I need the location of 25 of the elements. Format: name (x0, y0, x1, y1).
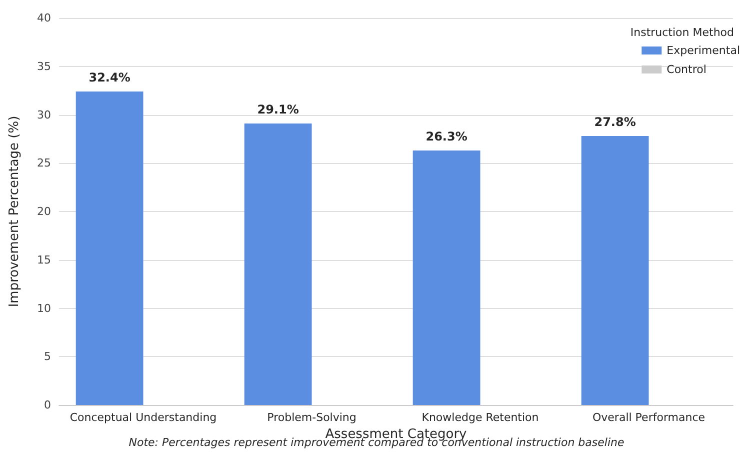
x-tick-label: Conceptual Understanding (70, 411, 217, 424)
legend-title: Instruction Method (630, 26, 734, 39)
bar (581, 136, 649, 405)
legend-label: Experimental (666, 44, 740, 57)
data-label: 29.1% (257, 102, 299, 116)
bar (412, 150, 480, 405)
legend-label: Control (666, 63, 706, 76)
y-tick-label: 25 (37, 156, 51, 170)
y-tick-label: 5 (44, 350, 51, 364)
bar (244, 123, 312, 405)
y-tick-label: 35 (37, 60, 51, 73)
bar (76, 92, 144, 405)
x-tick-label: Knowledge Retention (422, 411, 539, 424)
x-tick-label: Overall Performance (592, 411, 706, 424)
y-tick-label: 30 (37, 108, 51, 122)
y-tick-label: 10 (37, 302, 51, 315)
y-axis-title: Improvement Percentage (%) (7, 116, 22, 308)
y-tick-label: 15 (37, 253, 51, 266)
x-tick-label: Problem-Solving (267, 411, 356, 424)
data-label: 27.8% (594, 115, 636, 130)
y-tick-label: 0 (44, 398, 51, 412)
y-tick-label: 40 (37, 12, 51, 24)
y-tick-label: 20 (37, 205, 51, 218)
data-label: 32.4% (88, 70, 130, 85)
data-label: 26.3% (426, 130, 468, 144)
